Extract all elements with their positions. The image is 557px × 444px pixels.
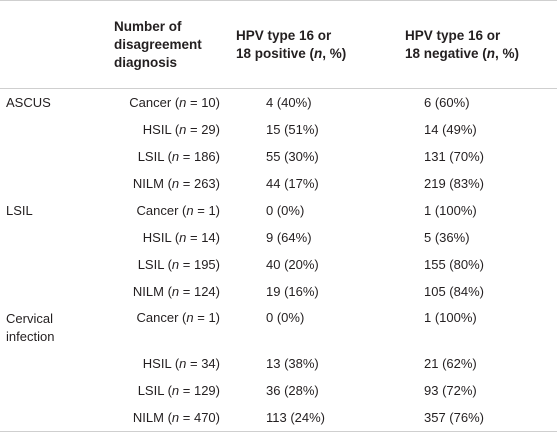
group-label: Cervical infection: [6, 311, 55, 344]
table-row: LSIL (n = 195) 40 (20%) 155 (80%): [0, 251, 557, 278]
group-label: [0, 251, 104, 278]
header-positive-text: HPV type 16 or 18 positive (n, %): [236, 27, 347, 61]
positive-cell: 0 (0%): [266, 202, 305, 218]
positive-cell: 36 (28%): [266, 382, 319, 398]
table-row: ASCUS Cancer (n = 10) 4 (40%) 6 (60%): [0, 89, 557, 117]
diagnosis-cell: HSIL (n = 34): [142, 355, 220, 371]
positive-cell: 19 (16%): [266, 283, 319, 299]
group-label: [0, 170, 104, 197]
positive-cell: 4 (40%): [266, 94, 312, 110]
table-row: HSIL (n = 14) 9 (64%) 5 (36%): [0, 224, 557, 251]
diagnosis-cell: NILM (n = 470): [104, 404, 228, 432]
table-row: LSIL Cancer (n = 1) 0 (0%) 1 (100%): [0, 197, 557, 224]
positive-cell: 113 (24%): [228, 404, 397, 432]
table-row: HSIL (n = 34) 13 (38%) 21 (62%): [0, 350, 557, 377]
negative-cell: 219 (83%): [424, 175, 484, 191]
results-table: Number of disagreement diagnosis HPV type …: [0, 0, 557, 432]
positive-cell: 15 (51%): [266, 121, 319, 137]
negative-cell: 6 (60%): [424, 94, 470, 110]
table-row: NILM (n = 470) 113 (24%) 357 (76%): [0, 404, 557, 432]
positive-cell: 40 (20%): [266, 256, 319, 272]
table-header: Number of disagreement diagnosis HPV type …: [0, 0, 557, 89]
group-label: [0, 116, 104, 143]
positive-cell: 0 (0%): [266, 310, 305, 325]
negative-cell: 21 (62%): [424, 355, 477, 371]
diagnosis-cell: HSIL (n = 29): [142, 121, 220, 137]
header-diagnosis-text: Number of disagreement diagnosis: [114, 18, 202, 70]
group-label: [0, 350, 104, 377]
group-label: LSIL: [6, 202, 33, 218]
group-label: [0, 377, 104, 404]
diagnosis-cell: Cancer (n = 1): [136, 202, 220, 218]
diagnosis-cell: Cancer (n = 10): [129, 94, 220, 110]
table-row: LSIL (n = 129) 36 (28%) 93 (72%): [0, 377, 557, 404]
header-group: [0, 0, 104, 89]
table-row: Cervical infection Cancer (n = 1) 0 (0%) 1 …: [0, 305, 557, 350]
negative-cell: 1 (100%): [424, 202, 477, 218]
negative-cell: 5 (36%): [424, 229, 470, 245]
diagnosis-cell: NILM (n = 263): [132, 175, 220, 191]
negative-cell: 155 (80%): [424, 256, 484, 272]
group-label: [0, 404, 104, 432]
negative-cell: 93 (72%): [424, 382, 477, 398]
table-row: HSIL (n = 29) 15 (51%) 14 (49%): [0, 116, 557, 143]
header-negative: HPV type 16 or 18 negative (n, %): [397, 0, 557, 89]
header-positive: HPV type 16 or 18 positive (n, %): [228, 0, 397, 89]
diagnosis-cell: LSIL (n = 195): [137, 256, 220, 272]
header-diagnosis: Number of disagreement diagnosis: [104, 0, 228, 89]
negative-cell: 1 (100%): [424, 310, 477, 325]
group-label: [0, 143, 104, 170]
positive-cell: 13 (38%): [266, 355, 319, 371]
table-row: NILM (n = 263) 44 (17%) 219 (83%): [0, 170, 557, 197]
negative-cell: 357 (76%): [397, 404, 557, 432]
group-label: ASCUS: [6, 94, 51, 110]
table-body: ASCUS Cancer (n = 10) 4 (40%) 6 (60%) HSIL (…: [0, 89, 557, 432]
header-row: Number of disagreement diagnosis HPV type …: [0, 0, 557, 89]
table-row: NILM (n = 124) 19 (16%) 105 (84%): [0, 278, 557, 305]
diagnosis-cell: LSIL (n = 186): [137, 148, 220, 164]
negative-cell: 105 (84%): [424, 283, 484, 299]
positive-cell: 55 (30%): [266, 148, 319, 164]
table-row: LSIL (n = 186) 55 (30%) 131 (70%): [0, 143, 557, 170]
diagnosis-cell: HSIL (n = 14): [142, 229, 220, 245]
diagnosis-cell: LSIL (n = 129): [137, 382, 220, 398]
positive-cell: 9 (64%): [266, 229, 312, 245]
group-label: [0, 224, 104, 251]
header-negative-text: HPV type 16 or 18 negative (n, %): [405, 27, 520, 61]
diagnosis-cell: Cancer (n = 1): [136, 310, 220, 325]
negative-cell: 14 (49%): [424, 121, 477, 137]
negative-cell: 131 (70%): [424, 148, 484, 164]
group-label: [0, 278, 104, 305]
diagnosis-cell: NILM (n = 124): [132, 283, 220, 299]
positive-cell: 44 (17%): [266, 175, 319, 191]
